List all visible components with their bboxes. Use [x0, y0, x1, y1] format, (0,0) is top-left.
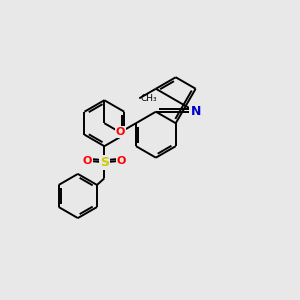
Text: N: N — [190, 105, 201, 118]
Text: O: O — [116, 127, 125, 137]
Text: CH₃: CH₃ — [141, 94, 158, 103]
Text: O: O — [82, 156, 92, 166]
Text: O: O — [117, 156, 126, 166]
Text: S: S — [100, 156, 109, 169]
